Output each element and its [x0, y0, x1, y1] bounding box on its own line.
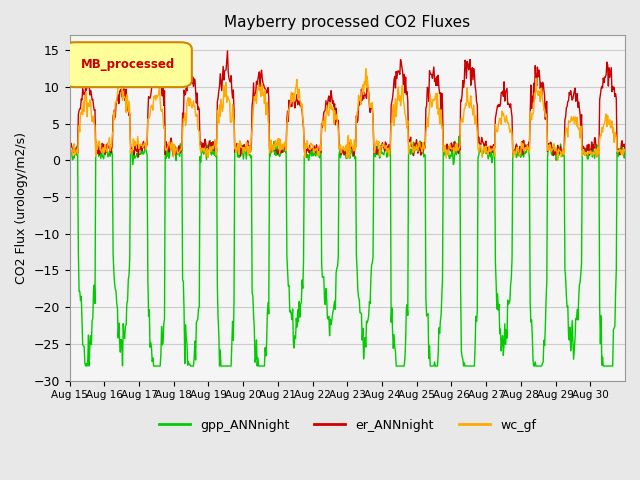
wc_gf [261, 87, 269, 93]
wc_gf [621, 149, 629, 155]
er_ANNnight [436, 90, 444, 96]
er_ANNnight [621, 148, 629, 154]
Title: Mayberry processed CO2 Fluxes: Mayberry processed CO2 Fluxes [224, 15, 470, 30]
wc_gf [436, 121, 444, 127]
gpp_ANNnight [82, 363, 90, 369]
wc_gf [66, 144, 74, 150]
gpp_ANNnight [621, 150, 629, 156]
gpp_ANNnight [234, 154, 241, 160]
er_ANNnight [593, 154, 600, 160]
Line: gpp_ANNnight: gpp_ANNnight [70, 136, 625, 366]
gpp_ANNnight [261, 345, 269, 350]
er_ANNnight [261, 86, 269, 92]
er_ANNnight [282, 147, 290, 153]
Line: wc_gf: wc_gf [70, 60, 625, 160]
Y-axis label: CO2 Flux (urology/m2/s): CO2 Flux (urology/m2/s) [15, 132, 28, 284]
er_ANNnight [223, 48, 231, 54]
er_ANNnight [66, 144, 74, 150]
gpp_ANNnight [405, 150, 413, 156]
gpp_ANNnight [436, 318, 444, 324]
er_ANNnight [131, 143, 139, 148]
gpp_ANNnight [455, 133, 463, 139]
wc_gf [405, 146, 413, 152]
gpp_ANNnight [66, 151, 74, 156]
Legend: gpp_ANNnight, er_ANNnight, wc_gf: gpp_ANNnight, er_ANNnight, wc_gf [154, 414, 541, 437]
FancyBboxPatch shape [64, 42, 192, 87]
Text: MB_processed: MB_processed [81, 58, 175, 71]
er_ANNnight [405, 137, 413, 143]
er_ANNnight [234, 142, 241, 148]
wc_gf [132, 141, 140, 147]
Line: er_ANNnight: er_ANNnight [70, 51, 625, 157]
gpp_ANNnight [132, 154, 140, 160]
wc_gf [116, 58, 124, 63]
wc_gf [554, 157, 561, 163]
wc_gf [282, 148, 290, 154]
gpp_ANNnight [282, 147, 290, 153]
wc_gf [234, 141, 241, 147]
